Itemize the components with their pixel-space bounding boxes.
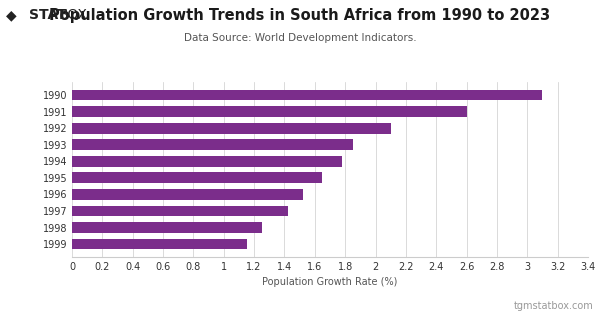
Bar [72, 222, 262, 233]
Text: Data Source: World Development Indicators.: Data Source: World Development Indicator… [184, 33, 416, 43]
Bar [72, 139, 353, 150]
Text: tgmstatbox.com: tgmstatbox.com [514, 301, 594, 311]
Bar [72, 89, 542, 100]
Text: ◆: ◆ [6, 8, 17, 22]
Bar [72, 123, 391, 133]
Text: BOX: BOX [59, 8, 88, 22]
Text: STAT: STAT [29, 8, 67, 22]
Bar [72, 239, 247, 250]
Bar [72, 156, 342, 167]
Bar [72, 106, 467, 117]
Bar [72, 172, 322, 183]
Bar [72, 206, 287, 216]
Text: Population Growth Trends in South Africa from 1990 to 2023: Population Growth Trends in South Africa… [49, 8, 551, 23]
Bar [72, 189, 302, 200]
X-axis label: Population Growth Rate (%): Population Growth Rate (%) [262, 277, 398, 287]
